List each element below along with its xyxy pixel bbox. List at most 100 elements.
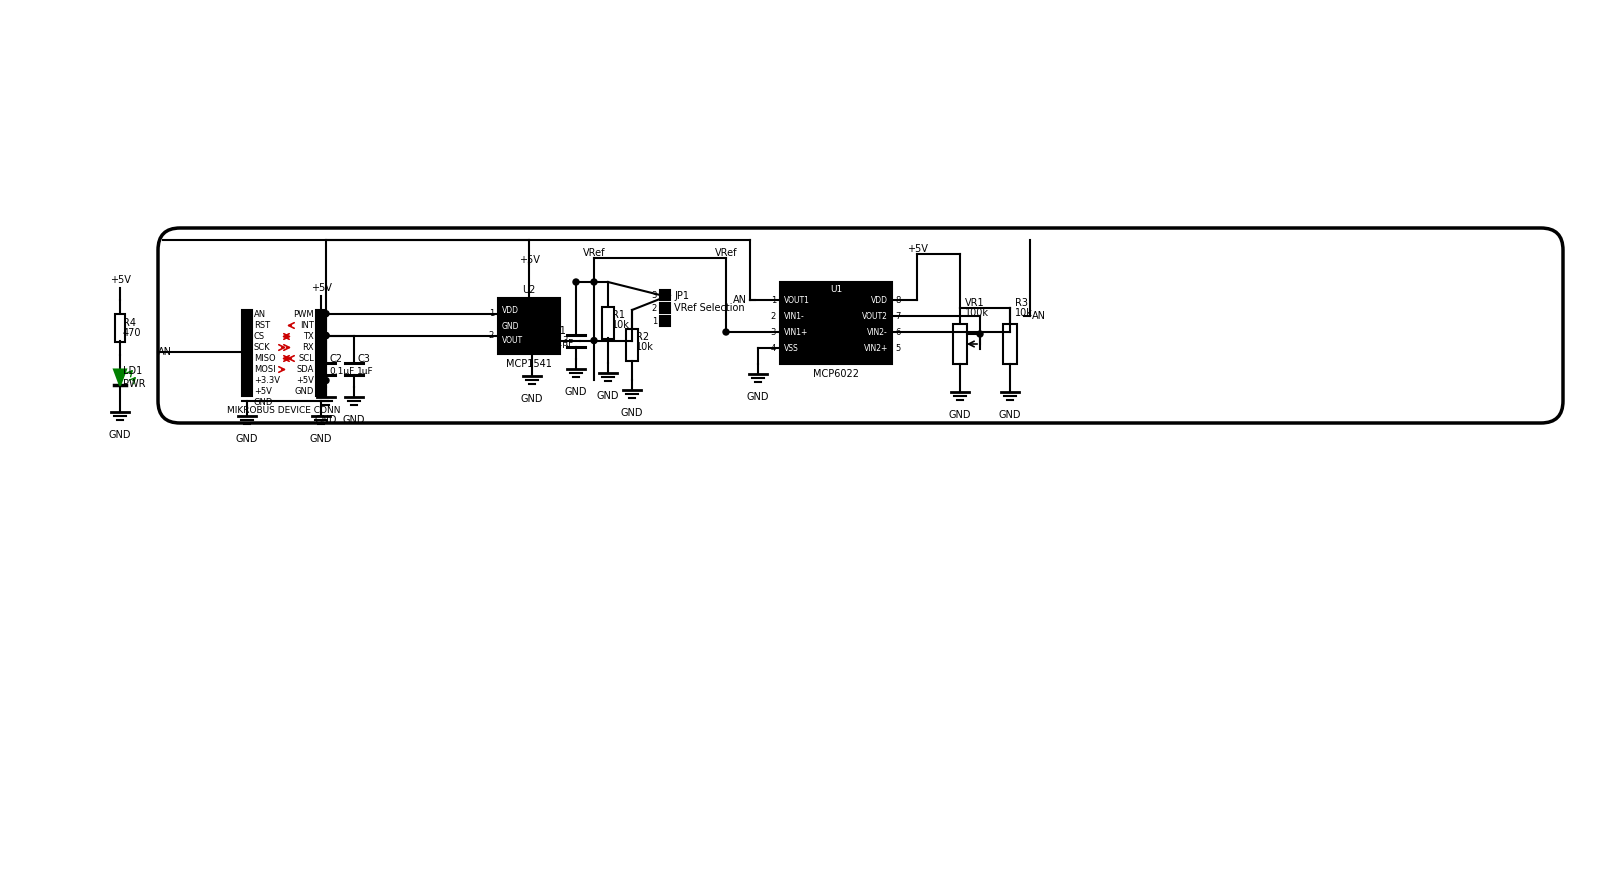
Text: GND: GND bbox=[109, 430, 131, 440]
Text: 1μF: 1μF bbox=[357, 367, 374, 375]
Text: 1: 1 bbox=[771, 295, 776, 305]
Bar bbox=[317, 387, 326, 396]
Circle shape bbox=[977, 331, 983, 337]
Text: MIKROBUS DEVICE CONN: MIKROBUS DEVICE CONN bbox=[227, 406, 341, 415]
Text: MCP1541: MCP1541 bbox=[505, 359, 552, 369]
Text: AN: AN bbox=[254, 310, 265, 319]
Text: GND: GND bbox=[235, 434, 259, 444]
Bar bbox=[317, 365, 326, 374]
Bar bbox=[660, 303, 670, 313]
Bar bbox=[241, 332, 253, 341]
Bar bbox=[317, 343, 326, 352]
Text: 2: 2 bbox=[771, 312, 776, 321]
Circle shape bbox=[723, 329, 729, 335]
Text: GND: GND bbox=[342, 415, 365, 425]
Circle shape bbox=[323, 377, 329, 383]
Bar bbox=[625, 329, 638, 361]
Text: R1: R1 bbox=[612, 309, 625, 320]
Text: PWR: PWR bbox=[123, 379, 146, 389]
Text: 8: 8 bbox=[895, 295, 900, 305]
Bar bbox=[660, 316, 670, 326]
Text: 2: 2 bbox=[652, 303, 657, 313]
Text: +3.3V: +3.3V bbox=[254, 376, 280, 385]
Text: C2: C2 bbox=[329, 354, 342, 364]
Text: SCK: SCK bbox=[254, 343, 270, 352]
Text: 3: 3 bbox=[652, 291, 657, 300]
Bar bbox=[317, 321, 326, 330]
Bar bbox=[241, 354, 253, 363]
Text: GND: GND bbox=[747, 392, 769, 402]
Text: GND: GND bbox=[564, 387, 587, 397]
Circle shape bbox=[323, 333, 329, 339]
Bar bbox=[317, 354, 326, 363]
Text: 6: 6 bbox=[895, 327, 900, 336]
Text: VDD: VDD bbox=[502, 306, 520, 314]
Text: R2: R2 bbox=[636, 332, 649, 342]
Polygon shape bbox=[114, 369, 126, 386]
Circle shape bbox=[572, 279, 579, 285]
Text: VIN2-: VIN2- bbox=[867, 327, 887, 336]
Bar bbox=[241, 387, 253, 396]
Text: VIN2+: VIN2+ bbox=[863, 343, 887, 353]
Text: 10k: 10k bbox=[1015, 308, 1033, 318]
Text: SDA: SDA bbox=[297, 365, 313, 374]
Text: GND: GND bbox=[502, 321, 520, 330]
Bar bbox=[317, 376, 326, 385]
Text: 1: 1 bbox=[652, 316, 657, 326]
Circle shape bbox=[592, 338, 596, 343]
Text: GND: GND bbox=[294, 387, 313, 396]
Text: 3: 3 bbox=[561, 336, 568, 345]
Text: MISO: MISO bbox=[254, 354, 275, 363]
Text: AN: AN bbox=[158, 347, 173, 357]
Text: VSS: VSS bbox=[784, 343, 800, 353]
Text: RX: RX bbox=[302, 343, 313, 352]
Text: C1: C1 bbox=[553, 326, 568, 336]
Text: VRef: VRef bbox=[582, 248, 606, 258]
Bar bbox=[317, 332, 326, 341]
Text: RST: RST bbox=[254, 321, 270, 330]
Text: SCL: SCL bbox=[299, 354, 313, 363]
Text: +5V: +5V bbox=[254, 387, 272, 396]
Text: R3: R3 bbox=[1015, 298, 1028, 308]
Text: PWM: PWM bbox=[293, 310, 313, 319]
Text: GND: GND bbox=[620, 408, 643, 418]
Text: 10k: 10k bbox=[612, 320, 630, 329]
Text: U2: U2 bbox=[523, 285, 536, 295]
Text: GND: GND bbox=[521, 394, 544, 404]
Text: LD1: LD1 bbox=[123, 366, 142, 375]
Text: VDD: VDD bbox=[871, 295, 887, 305]
Text: 2: 2 bbox=[489, 331, 494, 340]
Bar bbox=[241, 365, 253, 374]
Bar bbox=[601, 307, 614, 339]
Text: +5V: +5V bbox=[110, 275, 131, 285]
Bar bbox=[317, 310, 326, 319]
Text: 100k: 100k bbox=[966, 308, 990, 318]
Text: GND: GND bbox=[999, 410, 1022, 420]
Text: 10k: 10k bbox=[636, 342, 654, 352]
Bar bbox=[241, 321, 253, 330]
Text: AN: AN bbox=[732, 295, 747, 305]
Text: +5V: +5V bbox=[907, 244, 927, 254]
Text: TX: TX bbox=[304, 332, 313, 341]
Text: GND: GND bbox=[315, 415, 337, 425]
Text: 0.1μF: 0.1μF bbox=[329, 367, 355, 375]
Text: GND: GND bbox=[596, 391, 619, 401]
Text: U1: U1 bbox=[830, 285, 843, 294]
Circle shape bbox=[323, 333, 329, 339]
Text: VR1: VR1 bbox=[966, 298, 985, 308]
Text: C3: C3 bbox=[357, 354, 369, 364]
Text: 3: 3 bbox=[771, 327, 776, 336]
Text: 7: 7 bbox=[895, 312, 900, 321]
Text: 470: 470 bbox=[123, 327, 141, 337]
Text: AN: AN bbox=[1031, 311, 1046, 321]
Text: JP1: JP1 bbox=[675, 291, 689, 301]
Text: +5V: +5V bbox=[518, 255, 539, 265]
Text: 5: 5 bbox=[895, 343, 900, 353]
Text: VOUT: VOUT bbox=[502, 336, 523, 345]
Circle shape bbox=[323, 311, 329, 317]
Bar bbox=[1003, 324, 1017, 364]
Text: INT: INT bbox=[301, 321, 313, 330]
Text: GND: GND bbox=[948, 410, 971, 420]
Text: VOUT1: VOUT1 bbox=[784, 295, 809, 305]
Text: VIN1-: VIN1- bbox=[784, 312, 804, 321]
